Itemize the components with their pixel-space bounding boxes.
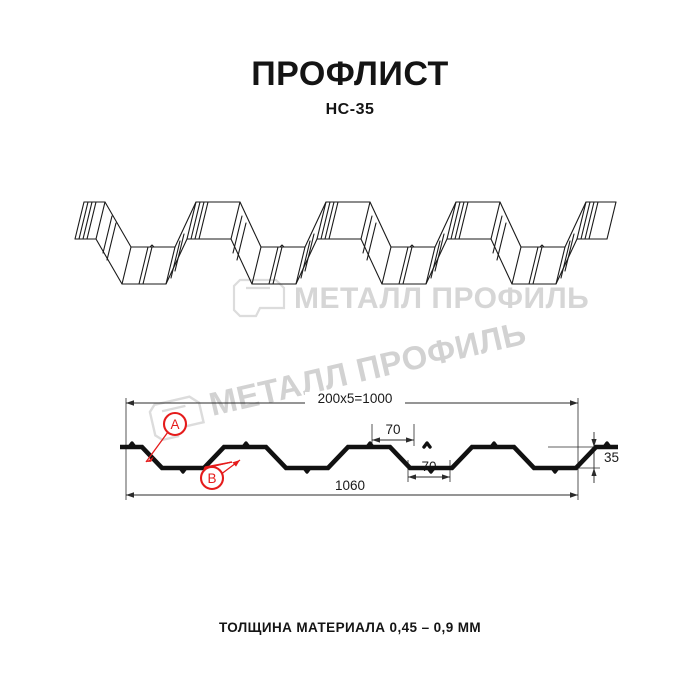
watermark-lower-text: МЕТАЛЛ ПРОФИЛЬ (206, 314, 530, 423)
material-thickness-note: ТОЛЩИНА МАТЕРИАЛА 0,45 – 0,9 ММ (218, 620, 482, 635)
dimension-height-label: 35 (604, 450, 619, 465)
callout-b-label: B (207, 471, 216, 486)
callout-b: B (199, 459, 241, 491)
dimension-overall-width: 1060 (126, 478, 578, 498)
dimension-overall-width-label: 1060 (335, 478, 365, 493)
profile-3d-view (74, 201, 617, 285)
dimension-crest-width-label: 70 (385, 422, 400, 437)
watermark-lower: МЕТАЛЛ ПРОФИЛЬ (148, 314, 530, 442)
profile-outline (120, 444, 618, 471)
callout-a: A (145, 411, 188, 463)
page-title: ПРОФЛИСТ (251, 55, 449, 93)
dimension-pitch-total: 200x5=1000 (126, 391, 578, 406)
stiffening-ribs (127, 441, 612, 474)
page-subtitle: НС-35 (325, 101, 375, 118)
watermark-upper: МЕТАЛЛ ПРОФИЛЬ (232, 278, 589, 318)
dimension-crest-width: 70 (372, 422, 414, 443)
watermark-upper-text: МЕТАЛЛ ПРОФИЛЬ (294, 282, 589, 315)
dimension-height: 35 (591, 432, 619, 483)
profile-cross-section: 200x5=1000 70 70 1060 (120, 391, 619, 500)
dimension-pitch-total-label: 200x5=1000 (318, 391, 393, 406)
callout-a-label: A (170, 417, 179, 432)
